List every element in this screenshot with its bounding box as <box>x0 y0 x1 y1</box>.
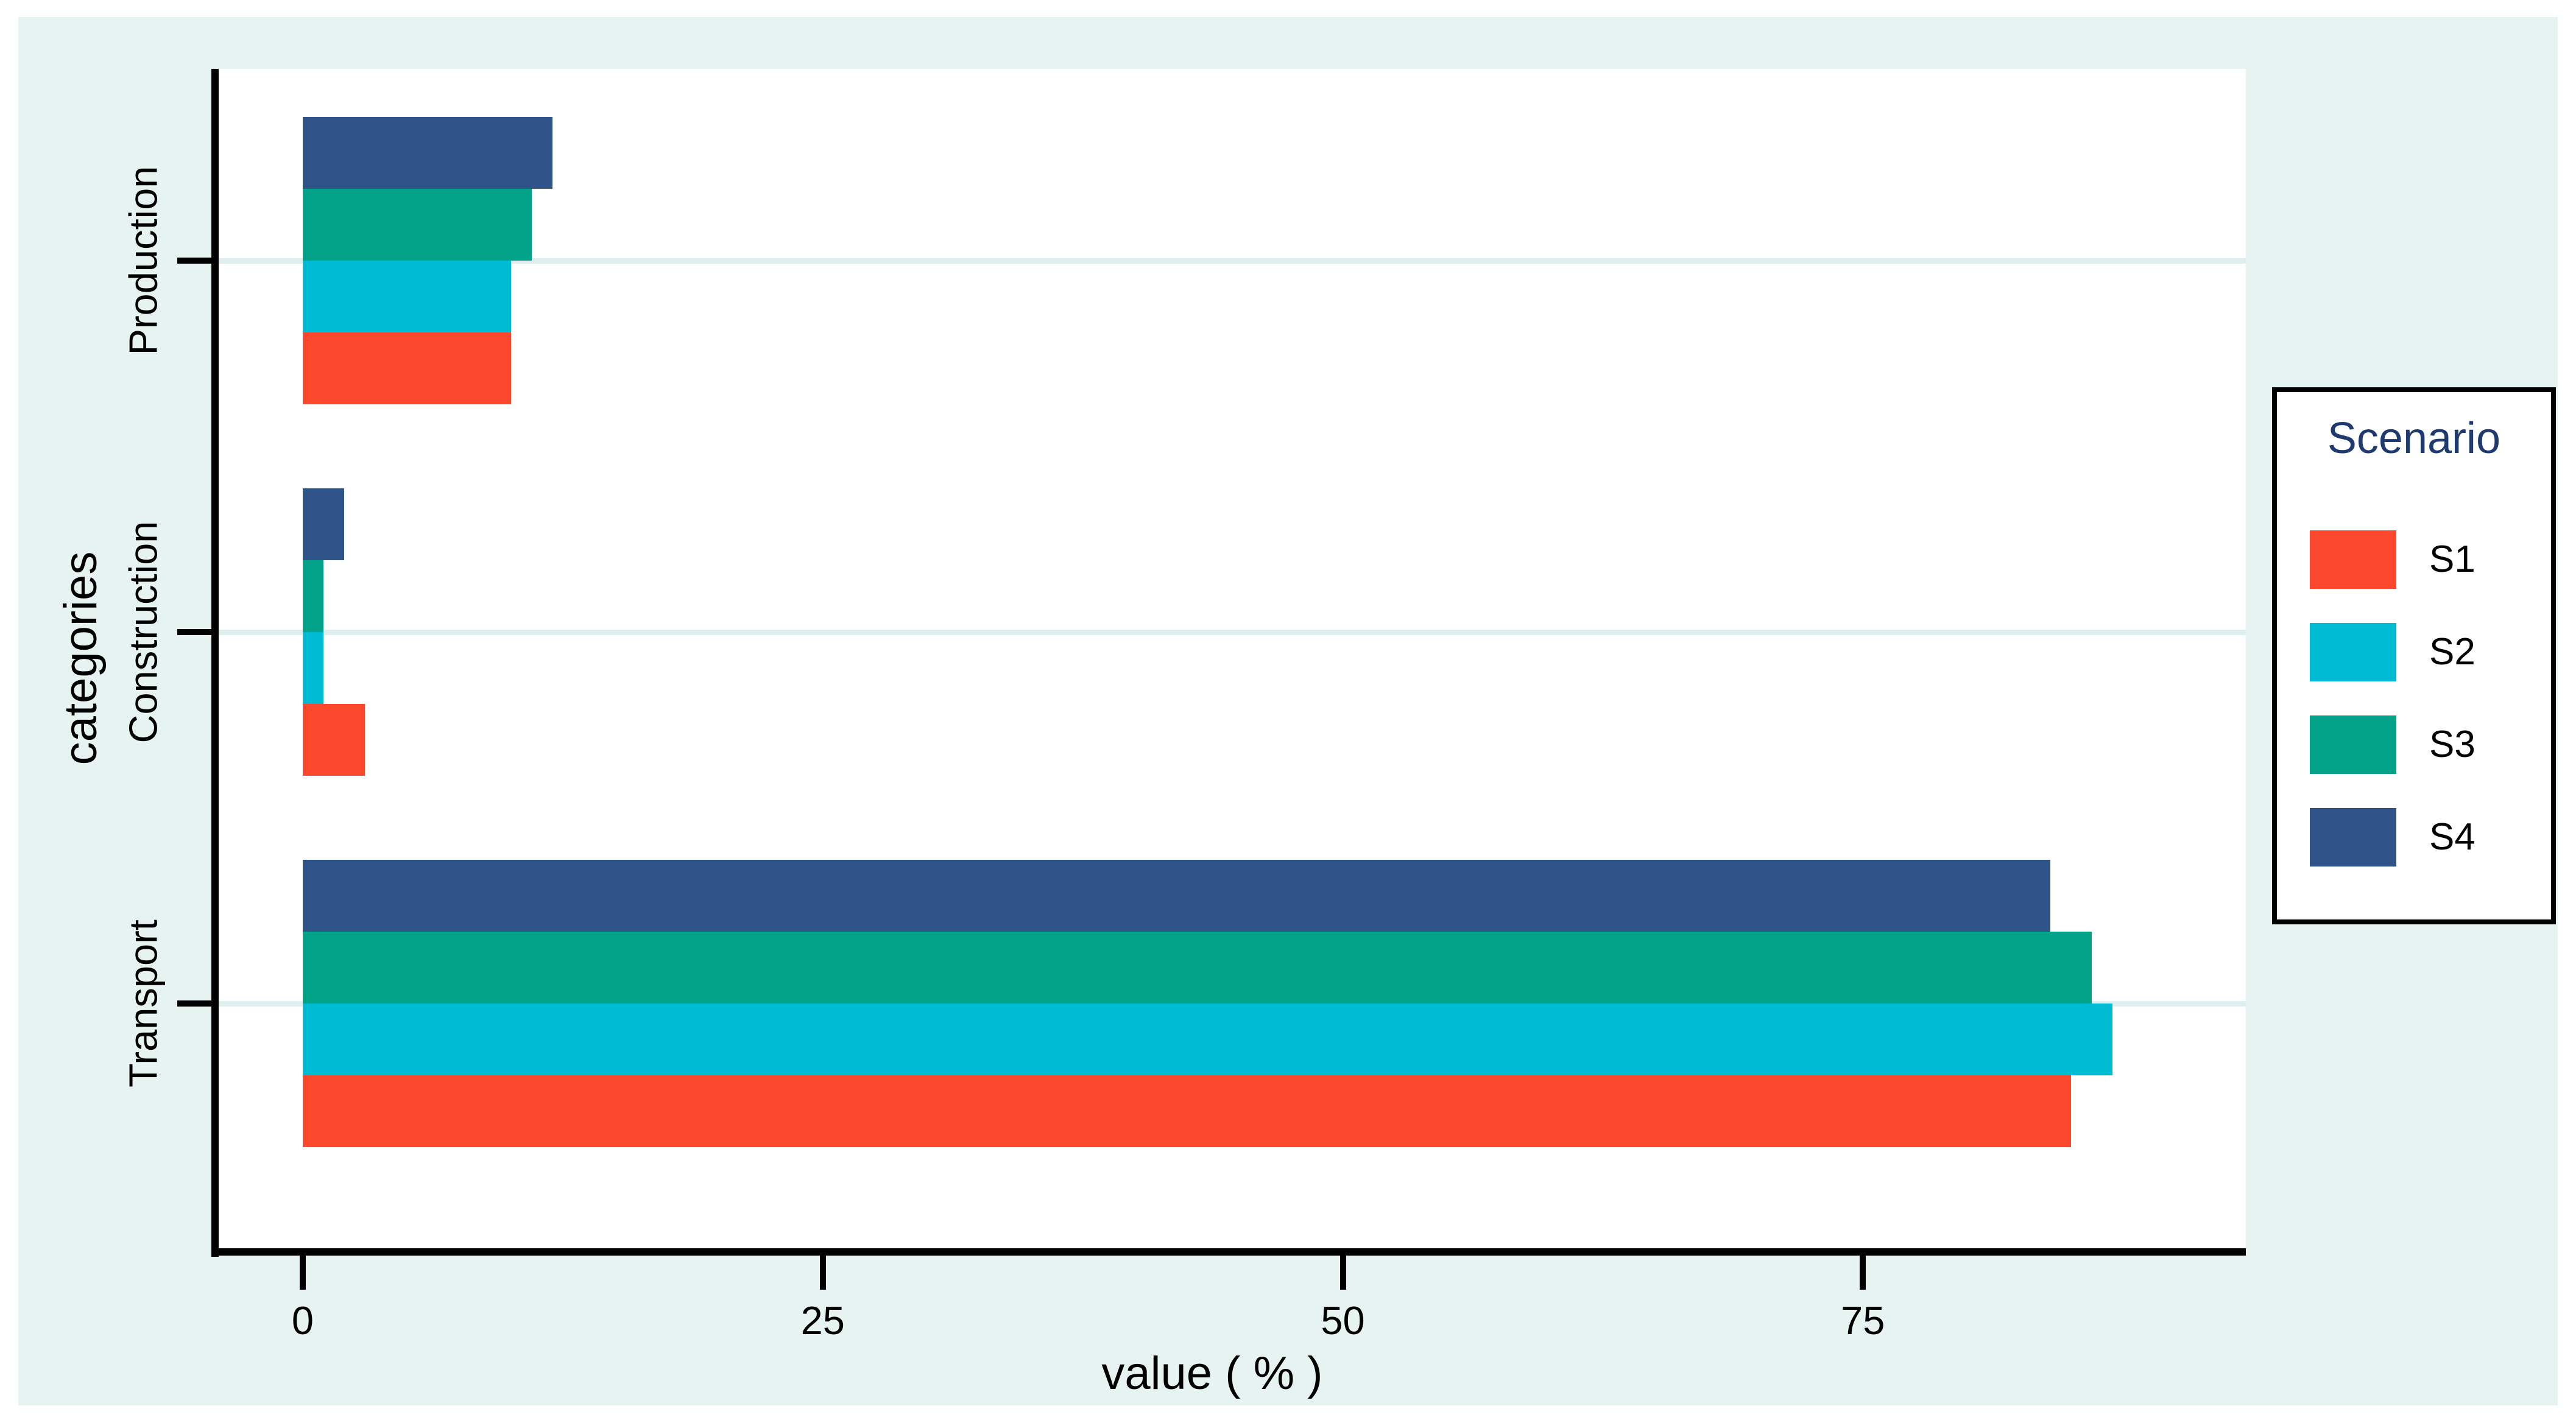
y-tick-construction <box>177 629 211 635</box>
x-tick-label-25: 25 <box>800 1298 845 1343</box>
legend-label-s4: S4 <box>2429 816 2475 858</box>
legend-label-s1: S1 <box>2429 538 2475 580</box>
bar-transport-s3 <box>303 932 2092 1003</box>
x-tick-0 <box>300 1256 306 1290</box>
x-tick-label-75: 75 <box>1841 1298 1885 1343</box>
x-tick-25 <box>819 1256 826 1290</box>
gridline-construction <box>219 630 2246 635</box>
category-label-transport: Transport <box>121 919 166 1088</box>
category-label-production: Production <box>121 166 166 356</box>
bar-production-s1 <box>303 332 511 404</box>
chart-panel: 0 25 50 75 Production Construction Transport … <box>18 17 2558 1405</box>
legend-label-s3: S3 <box>2429 723 2475 765</box>
bar-transport-s2 <box>303 1003 2112 1075</box>
bar-production-s3 <box>303 189 532 261</box>
category-label-construction: Construction <box>121 521 166 743</box>
legend-swatch-s2 <box>2310 623 2396 681</box>
bar-construction-s4 <box>303 488 344 560</box>
x-axis-title: value ( % ) <box>1101 1348 1323 1399</box>
x-tick-75 <box>1860 1256 1866 1290</box>
y-tick-production <box>177 258 211 264</box>
bar-construction-s2 <box>303 632 323 704</box>
y-axis-line <box>211 69 219 1257</box>
legend-swatch-s4 <box>2310 808 2396 866</box>
x-tick-label-0: 0 <box>291 1298 314 1343</box>
legend-swatch-s1 <box>2310 530 2396 589</box>
x-tick-label-50: 50 <box>1321 1298 1365 1343</box>
bar-construction-s3 <box>303 560 323 632</box>
bar-construction-s1 <box>303 704 365 776</box>
bar-transport-s4 <box>303 860 2050 932</box>
x-tick-50 <box>1339 1256 1346 1290</box>
y-tick-transport <box>177 1000 211 1007</box>
bar-production-s2 <box>303 261 511 332</box>
x-axis-line <box>211 1248 2246 1256</box>
bar-production-s4 <box>303 117 552 189</box>
y-axis-title: categories <box>55 551 107 765</box>
legend-label-s2: S2 <box>2429 631 2475 673</box>
plot-area <box>214 69 2246 1248</box>
legend-title: Scenario <box>2327 414 2501 463</box>
gridline-production <box>219 258 2246 264</box>
legend: Scenario S1 S2 S3 S4 <box>2272 387 2556 924</box>
bar-transport-s1 <box>303 1075 2071 1147</box>
legend-swatch-s3 <box>2310 715 2396 774</box>
